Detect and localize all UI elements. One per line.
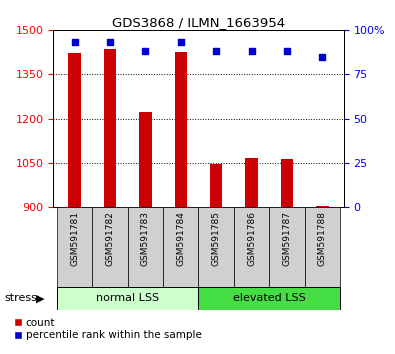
Bar [281,159,293,207]
Text: GSM591784: GSM591784 [176,211,185,266]
FancyBboxPatch shape [305,207,340,287]
FancyBboxPatch shape [57,207,92,287]
Title: GDS3868 / ILMN_1663954: GDS3868 / ILMN_1663954 [112,16,285,29]
Text: GSM591786: GSM591786 [247,211,256,266]
Bar [245,158,258,207]
FancyBboxPatch shape [199,207,234,287]
Point [213,48,219,54]
Point [319,54,325,59]
Point [71,40,78,45]
FancyBboxPatch shape [163,207,199,287]
Text: elevated LSS: elevated LSS [233,293,306,303]
Bar [68,53,81,207]
Point [284,48,290,54]
Text: GSM591782: GSM591782 [105,211,115,266]
Text: GSM591783: GSM591783 [141,211,150,266]
Point [248,48,255,54]
Bar [139,112,152,207]
FancyBboxPatch shape [128,207,163,287]
Text: GSM591787: GSM591787 [282,211,292,266]
Text: normal LSS: normal LSS [96,293,159,303]
Legend: count, percentile rank within the sample: count, percentile rank within the sample [13,317,203,341]
Point [107,40,113,45]
FancyBboxPatch shape [234,207,269,287]
FancyBboxPatch shape [269,207,305,287]
Text: GSM591781: GSM591781 [70,211,79,266]
Text: GSM591788: GSM591788 [318,211,327,266]
Text: stress: stress [4,293,37,303]
Text: ▶: ▶ [36,293,44,303]
Bar [104,48,116,207]
Bar [175,52,187,207]
Point [142,48,149,54]
Bar [199,287,340,310]
Point [178,40,184,45]
FancyBboxPatch shape [92,207,128,287]
Bar [316,206,329,207]
Bar [210,164,222,207]
Bar [57,287,199,310]
Text: GSM591785: GSM591785 [212,211,221,266]
